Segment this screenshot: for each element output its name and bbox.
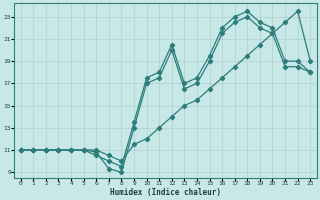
X-axis label: Humidex (Indice chaleur): Humidex (Indice chaleur): [110, 188, 221, 197]
